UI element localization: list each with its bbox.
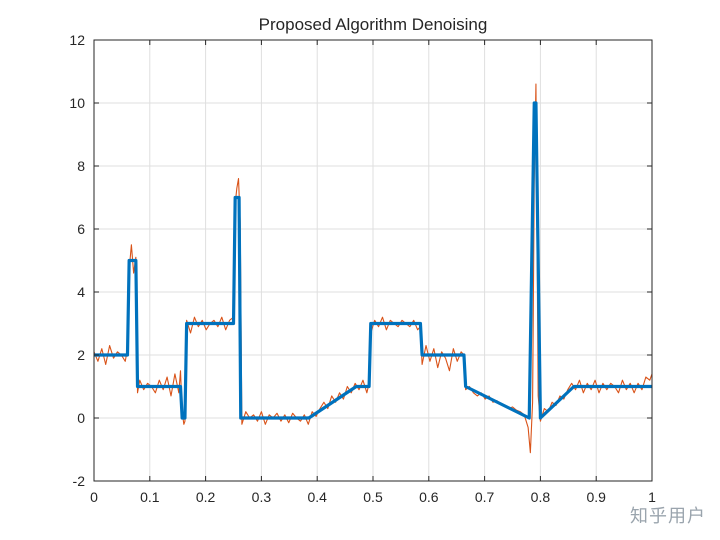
axis-ticks <box>93 39 653 482</box>
x-tick-label: 0.4 <box>307 489 327 505</box>
y-tick-label: 2 <box>77 347 85 363</box>
x-tick-label: 0.5 <box>363 489 383 505</box>
y-axis-tick-labels: -2 0 2 4 6 8 10 12 <box>69 32 85 489</box>
series-line-noisy <box>93 83 653 454</box>
x-tick-label: 0.9 <box>586 489 606 505</box>
y-tick-label: 10 <box>69 95 85 111</box>
x-tick-label: 0.6 <box>419 489 439 505</box>
x-tick-label: 0 <box>90 489 98 505</box>
y-tick-label: 12 <box>69 32 85 48</box>
y-tick-label: 0 <box>77 410 85 426</box>
y-tick-label: 6 <box>77 221 85 237</box>
x-tick-label: 0.7 <box>475 489 495 505</box>
series-line-denoised <box>94 101 652 420</box>
y-tick-label: -2 <box>73 473 86 489</box>
series-layer <box>93 83 653 454</box>
y-tick-label: 8 <box>77 158 85 174</box>
x-tick-label: 0.3 <box>252 489 272 505</box>
watermark: 知乎用户 <box>630 506 706 527</box>
x-axis-tick-labels: 0 0.1 0.2 0.3 0.4 0.5 0.6 0.7 0.8 0.9 1 <box>90 489 656 505</box>
y-tick-label: 4 <box>77 284 85 300</box>
x-tick-label: 0.1 <box>140 489 160 505</box>
chart-title: Proposed Algorithm Denoising <box>259 15 488 34</box>
x-tick-label: 0.2 <box>196 489 216 505</box>
x-tick-label: 1 <box>648 489 656 505</box>
x-tick-label: 0.8 <box>531 489 551 505</box>
